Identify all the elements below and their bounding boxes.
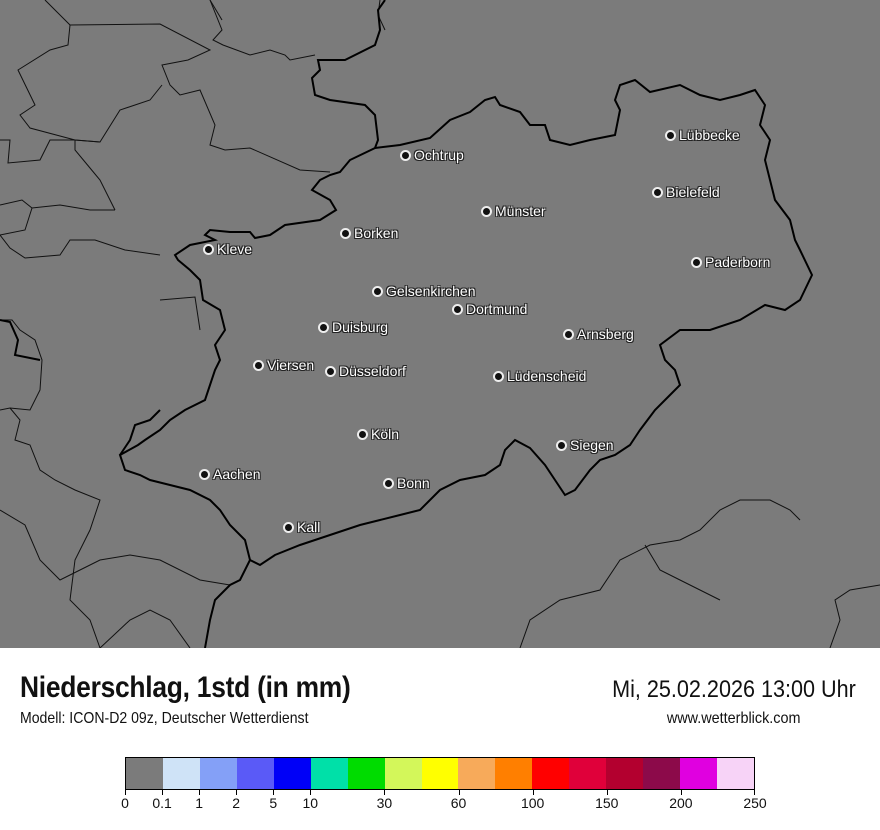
legend-tick-mark [162, 790, 164, 795]
legend-swatch [421, 758, 459, 789]
city-dot-icon [481, 205, 492, 217]
legend-tick-label: 0.1 [152, 795, 172, 811]
legend-swatch [347, 758, 385, 789]
city-marker: Paderborn [691, 254, 770, 270]
color-legend [125, 757, 755, 790]
legend-swatch [643, 758, 681, 789]
city-marker: Düsseldorf [325, 363, 406, 379]
city-marker: Arnsberg [563, 326, 634, 342]
precipitation-map: Lübbecke Ochtrup Bielefeld Münster Borke… [0, 0, 880, 648]
legend-tick-label: 10 [302, 795, 319, 811]
legend-tick-mark [532, 790, 534, 795]
city-dot-icon [665, 129, 676, 141]
city-marker: Bielefeld [652, 184, 720, 200]
city-marker: Duisburg [318, 319, 388, 335]
legend-swatch [569, 758, 607, 789]
website-link[interactable]: www.wetterblick.com [666, 710, 800, 727]
legend-swatch [606, 758, 644, 789]
legend-swatch [162, 758, 200, 789]
legend-tick-label: 200 [669, 795, 693, 811]
legend-tick-label: 150 [595, 795, 619, 811]
city-marker: Borken [340, 225, 398, 241]
legend-swatch [126, 758, 163, 789]
city-dot-icon [400, 149, 411, 161]
legend-swatch [458, 758, 496, 789]
legend-tick-mark [680, 790, 682, 795]
city-dot-icon [691, 256, 702, 268]
legend-tick-mark [273, 790, 275, 795]
city-marker: Siegen [556, 437, 614, 453]
city-marker: Aachen [199, 466, 260, 482]
legend-tick-mark [458, 790, 460, 795]
city-dot-icon [340, 227, 351, 239]
legend-tick-label: 5 [269, 795, 278, 811]
legend-tick-mark [606, 790, 608, 795]
legend-swatch [495, 758, 533, 789]
city-marker: Kall [283, 519, 320, 535]
legend-swatch [236, 758, 274, 789]
city-marker: Köln [357, 426, 399, 442]
legend-tick-mark [384, 790, 386, 795]
city-dot-icon [325, 365, 336, 377]
legend-tick-mark [754, 790, 755, 795]
legend-tick-label: 60 [450, 795, 467, 811]
model-source: Modell: ICON-D2 09z, Deutscher Wetterdie… [20, 710, 309, 727]
city-dot-icon [556, 439, 567, 451]
legend-swatch [310, 758, 348, 789]
legend-swatch [384, 758, 422, 789]
legend-tick-label: 2 [232, 795, 241, 811]
legend-swatch [532, 758, 570, 789]
legend-swatch [717, 758, 754, 789]
city-dot-icon [652, 186, 663, 198]
legend-swatch [273, 758, 311, 789]
city-marker: Dortmund [452, 301, 527, 317]
legend-swatch [199, 758, 237, 789]
city-dot-icon [203, 243, 214, 255]
city-marker: Bonn [383, 475, 430, 491]
city-dot-icon [383, 477, 394, 489]
city-marker: Viersen [253, 357, 314, 373]
city-dot-icon [199, 468, 210, 480]
city-marker: Münster [481, 203, 546, 219]
legend-tick-label: 0 [121, 795, 129, 811]
border-lines [0, 0, 880, 648]
city-dot-icon [318, 321, 329, 333]
forecast-datetime: Mi, 25.02.2026 13:00 Uhr [612, 676, 856, 703]
legend-tick-label: 1 [195, 795, 204, 811]
city-marker: Gelsenkirchen [372, 283, 476, 299]
city-marker: Kleve [203, 241, 252, 257]
city-dot-icon [372, 285, 383, 297]
legend-tick-label: 30 [376, 795, 393, 811]
city-dot-icon [563, 328, 574, 340]
legend-swatch [680, 758, 717, 789]
city-dot-icon [283, 521, 294, 533]
city-marker: Lübbecke [665, 127, 740, 143]
legend-ticks: 0 0.1 1 2 5 10 30 60 100 150 200 250 [121, 790, 767, 820]
legend-tick-mark [125, 790, 126, 795]
legend-tick-mark [310, 790, 312, 795]
legend-tick-label: 100 [520, 795, 545, 811]
legend-tick-mark [236, 790, 238, 795]
city-dot-icon [493, 370, 504, 382]
legend-tick-mark [199, 790, 201, 795]
city-marker: Ochtrup [400, 147, 464, 163]
map-title: Niederschlag, 1std (in mm) [20, 671, 351, 704]
city-dot-icon [253, 359, 264, 371]
legend-tick-label: 250 [743, 795, 767, 811]
city-marker: Lüdenscheid [493, 368, 586, 384]
city-dot-icon [452, 303, 463, 315]
city-dot-icon [357, 428, 368, 440]
